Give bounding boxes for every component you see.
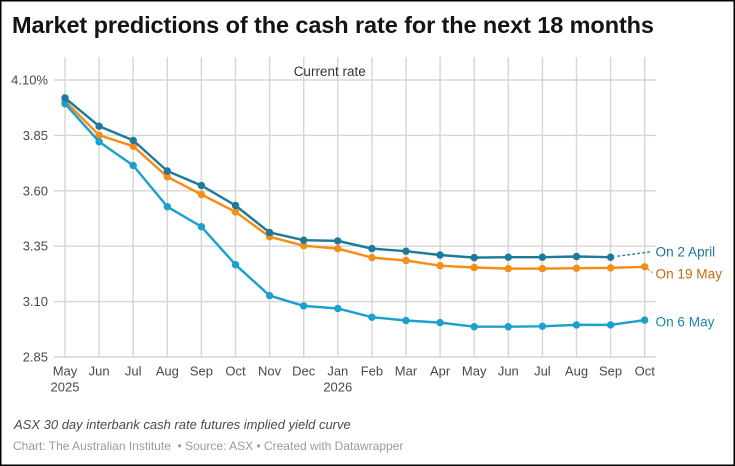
svg-text:2.85: 2.85 xyxy=(23,350,48,365)
svg-text:3.35: 3.35 xyxy=(23,239,48,254)
svg-text:3.85: 3.85 xyxy=(23,128,48,143)
svg-text:On 6 May: On 6 May xyxy=(656,315,715,330)
svg-text:Dec: Dec xyxy=(292,364,316,379)
svg-text:Jul: Jul xyxy=(125,364,142,379)
svg-text:Jun: Jun xyxy=(89,364,110,379)
svg-text:4.10%: 4.10% xyxy=(11,73,48,88)
svg-text:May: May xyxy=(462,364,487,379)
svg-text:2025: 2025 xyxy=(51,380,80,395)
svg-text:3.10: 3.10 xyxy=(23,294,48,309)
svg-text:3.60: 3.60 xyxy=(23,183,48,198)
svg-text:Jun: Jun xyxy=(498,364,519,379)
svg-text:On 2 April: On 2 April xyxy=(656,245,716,260)
svg-text:Oct: Oct xyxy=(225,364,246,379)
svg-text:Oct: Oct xyxy=(635,364,656,379)
svg-text:Mar: Mar xyxy=(395,364,418,379)
svg-text:Sep: Sep xyxy=(599,364,622,379)
svg-text:Apr: Apr xyxy=(430,364,451,379)
svg-text:On 19 May: On 19 May xyxy=(656,266,723,281)
svg-text:Aug: Aug xyxy=(156,364,179,379)
svg-text:Sep: Sep xyxy=(190,364,213,379)
svg-text:May: May xyxy=(53,364,78,379)
svg-text:Feb: Feb xyxy=(361,364,383,379)
svg-text:Current rate: Current rate xyxy=(294,64,366,79)
svg-text:Nov: Nov xyxy=(258,364,282,379)
svg-text:Aug: Aug xyxy=(565,364,588,379)
svg-text:2026: 2026 xyxy=(323,380,352,395)
svg-text:Jul: Jul xyxy=(534,364,551,379)
svg-text:Jan: Jan xyxy=(327,364,348,379)
